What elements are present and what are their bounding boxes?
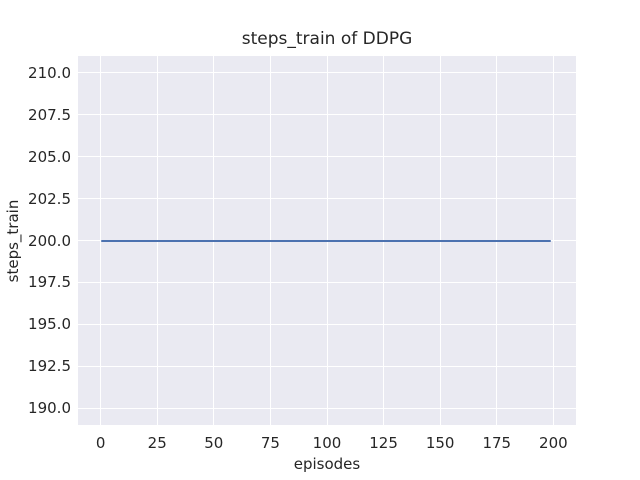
x-tick-label: 100 <box>312 434 342 452</box>
y-gridline <box>78 407 576 409</box>
y-tick-label: 195.0 <box>28 315 71 334</box>
x-tick-label: 50 <box>204 434 224 452</box>
y-tick-label: 205.0 <box>28 147 71 166</box>
y-tick-label: 197.5 <box>28 273 71 292</box>
x-tick-label: 75 <box>260 434 280 452</box>
plot-area <box>78 56 576 425</box>
y-tick-label: 192.5 <box>28 357 71 376</box>
y-gridline <box>78 156 576 158</box>
x-tick-label: 175 <box>482 434 512 452</box>
y-gridline <box>78 198 576 200</box>
y-gridline <box>78 323 576 325</box>
y-tick-label: 200.0 <box>28 231 71 250</box>
y-gridline <box>78 365 576 367</box>
y-gridline <box>78 114 576 116</box>
x-tick-label: 200 <box>539 434 568 452</box>
x-tick-label: 0 <box>95 434 106 452</box>
data-line-steps_train <box>100 239 552 242</box>
y-tick-label: 190.0 <box>28 399 71 418</box>
y-tick-label: 210.0 <box>28 63 71 82</box>
y-gridline <box>78 281 576 283</box>
y-tick-label: 207.5 <box>28 105 71 124</box>
y-gridline <box>78 72 576 74</box>
x-tick-label: 150 <box>425 434 455 452</box>
chart-title: steps_train of DDPG <box>241 29 413 49</box>
x-tick-label: 25 <box>147 434 167 452</box>
x-axis-label: episodes <box>293 455 361 473</box>
y-tick-label: 202.5 <box>28 189 71 208</box>
x-tick-label: 125 <box>369 434 398 452</box>
